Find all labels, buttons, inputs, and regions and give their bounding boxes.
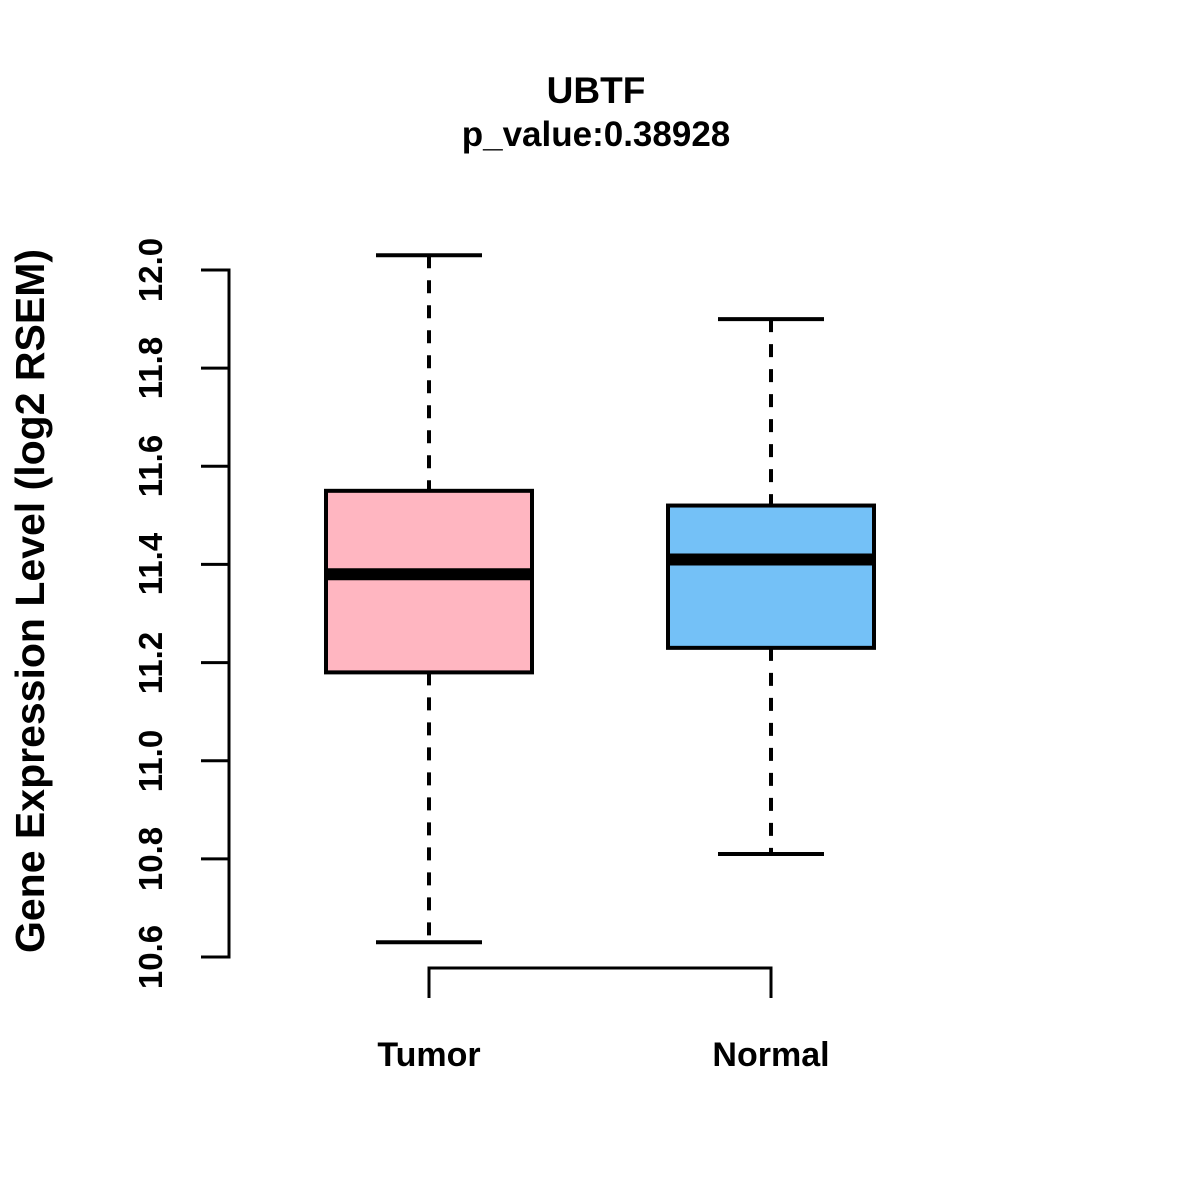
- chart-title: UBTF: [546, 70, 646, 111]
- chart-subtitle-pvalue: p_value:0.38928: [461, 115, 731, 154]
- tumor-box: [324, 488, 534, 675]
- y-axis: [201, 268, 231, 959]
- x-axis-bracket: [427, 966, 773, 998]
- normal-box: [666, 503, 876, 650]
- x-category-label-normal: Normal: [712, 1036, 830, 1074]
- x-category-label-tumor: Tumor: [377, 1036, 481, 1074]
- box-series: [324, 253, 876, 945]
